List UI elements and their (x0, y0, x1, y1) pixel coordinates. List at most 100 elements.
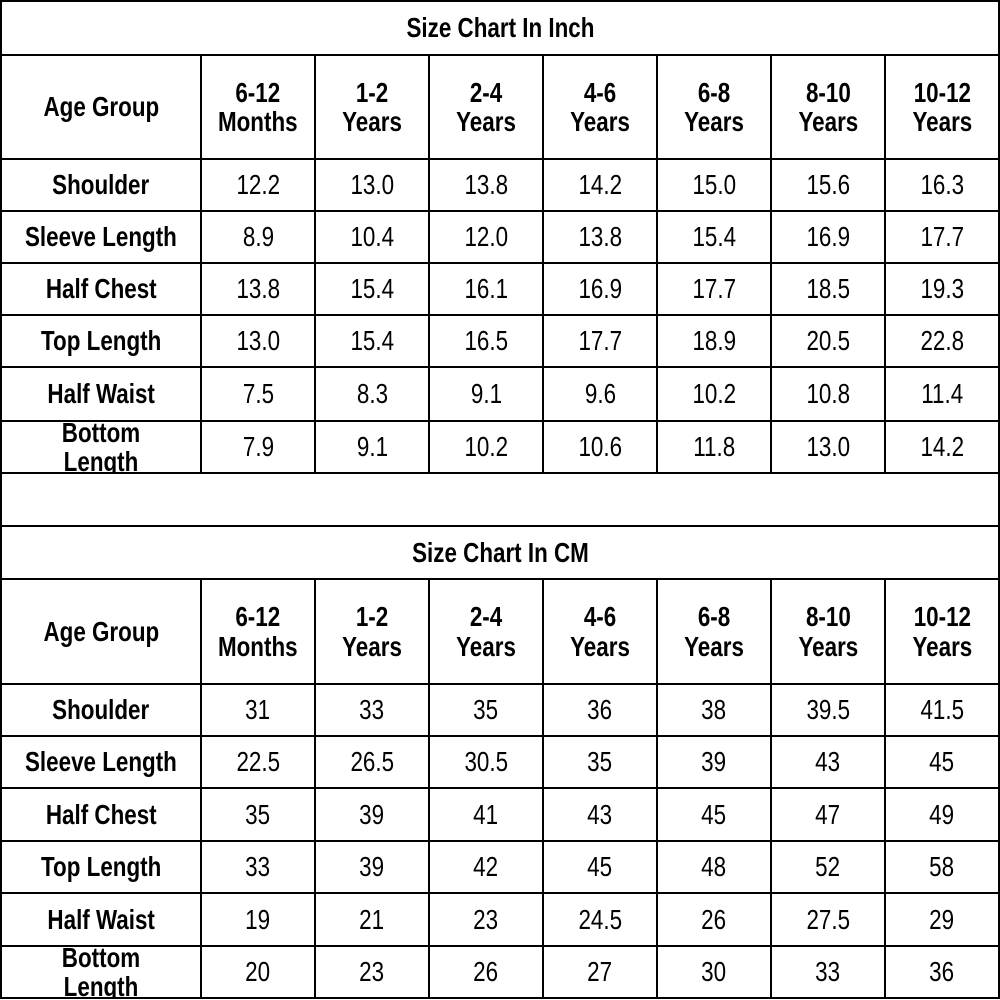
row-label: Shoulder (0, 683, 202, 737)
value-cell-text: 11.4 (921, 378, 963, 410)
value-cell-text: 26 (701, 903, 727, 935)
value-cell: 14.2 (884, 420, 1000, 474)
value-cell: 13.0 (770, 420, 886, 474)
value-cell-text: 10.4 (350, 221, 394, 253)
row-label-text: Top Length (40, 325, 162, 357)
header-cell: 6-8 Years (656, 54, 772, 160)
value-cell-text: 23 (473, 903, 499, 935)
table-title: Size Chart In CM (0, 525, 1000, 580)
header-cell-text: 6-8 Years (684, 76, 744, 137)
value-cell: 26 (428, 945, 544, 999)
value-cell-text: 16.1 (464, 273, 508, 305)
value-cell-text: 29 (929, 903, 955, 935)
header-cell-text: 6-12 Months (218, 76, 298, 137)
value-cell: 21 (314, 892, 430, 947)
value-cell-text: 15.4 (350, 273, 394, 305)
value-cell-text: 36 (929, 956, 955, 988)
value-cell-text: 10.2 (692, 378, 736, 410)
value-cell-text: 35 (245, 798, 271, 830)
value-cell: 45 (542, 840, 658, 894)
value-cell-text: 7.5 (242, 378, 274, 410)
value-cell: 38 (656, 683, 772, 737)
value-cell: 13.8 (428, 158, 544, 212)
value-cell-text: 12.2 (236, 169, 280, 201)
value-cell: 47 (770, 787, 886, 842)
value-cell-text: 41 (473, 798, 499, 830)
value-cell: 41.5 (884, 683, 1000, 737)
row-label-text: Half Chest (45, 273, 157, 305)
table-gap (0, 472, 1000, 527)
value-cell: 17.7 (884, 210, 1000, 264)
value-cell-text: 48 (701, 851, 727, 883)
row-label: Half Waist (0, 892, 202, 947)
value-cell-text: 13.0 (236, 325, 280, 357)
value-cell: 43 (770, 735, 886, 789)
value-cell: 11.8 (656, 420, 772, 474)
header-cell-text: 8-10 Years (798, 601, 858, 662)
header-cell: 2-4 Years (428, 578, 544, 685)
header-cell: 1-2 Years (314, 578, 430, 685)
value-cell: 36 (884, 945, 1000, 999)
header-cell-text: 6-8 Years (684, 601, 744, 662)
value-cell: 27.5 (770, 892, 886, 947)
value-cell-text: 35 (473, 694, 499, 726)
row-label: Sleeve Length (0, 735, 202, 789)
table-title: Size Chart In Inch (0, 0, 1000, 56)
row-label-text: Bottom Length (61, 420, 141, 474)
value-cell-text: 22.8 (920, 325, 964, 357)
value-cell-text: 7.9 (242, 431, 274, 463)
value-cell: 10.6 (542, 420, 658, 474)
value-cell: 13.8 (200, 262, 316, 316)
value-cell-text: 11.8 (693, 431, 735, 463)
value-cell-text: 36 (587, 694, 613, 726)
row-label: Bottom Length (0, 420, 202, 474)
value-cell-text: 13.8 (236, 273, 280, 305)
value-cell-text: 39.5 (806, 694, 850, 726)
value-cell: 15.4 (656, 210, 772, 264)
value-cell-text: 31 (245, 694, 271, 726)
value-cell: 41 (428, 787, 544, 842)
value-cell-text: 13.8 (464, 169, 508, 201)
value-cell: 17.7 (656, 262, 772, 316)
row-label: Half Chest (0, 787, 202, 842)
header-cell: 4-6 Years (542, 578, 658, 685)
value-cell: 30.5 (428, 735, 544, 789)
value-cell-text: 22.5 (236, 746, 280, 778)
value-cell-text: 23 (359, 956, 385, 988)
value-cell: 35 (200, 787, 316, 842)
value-cell-text: 13.0 (806, 431, 850, 463)
row-label-text: Top Length (40, 851, 162, 883)
value-cell-text: 43 (815, 746, 841, 778)
header-cell-text: 4-6 Years (570, 76, 630, 137)
value-cell-text: 39 (701, 746, 727, 778)
row-label: Half Chest (0, 262, 202, 316)
value-cell: 29 (884, 892, 1000, 947)
value-cell-text: 19 (245, 903, 271, 935)
value-cell: 13.8 (542, 210, 658, 264)
value-cell-text: 9.1 (470, 378, 502, 410)
value-cell: 30 (656, 945, 772, 999)
header-cell: 10-12 Years (884, 54, 1000, 160)
value-cell: 17.7 (542, 314, 658, 368)
value-cell: 10.8 (770, 366, 886, 422)
value-cell-text: 14.2 (578, 169, 622, 201)
value-cell-text: 39 (359, 851, 385, 883)
value-cell-text: 17.7 (578, 325, 622, 357)
value-cell: 20.5 (770, 314, 886, 368)
row-label-text: Half Waist (47, 378, 155, 410)
value-cell-text: 15.4 (350, 325, 394, 357)
header-cell-text: Age Group (43, 91, 159, 123)
value-cell: 39.5 (770, 683, 886, 737)
value-cell-text: 27.5 (806, 903, 850, 935)
value-cell: 39 (314, 840, 430, 894)
value-cell: 42 (428, 840, 544, 894)
header-cell-text: 2-4 Years (456, 76, 516, 137)
value-cell: 33 (200, 840, 316, 894)
value-cell: 36 (542, 683, 658, 737)
header-cell: 8-10 Years (770, 54, 886, 160)
header-cell: 8-10 Years (770, 578, 886, 685)
value-cell-text: 8.9 (242, 221, 274, 253)
value-cell-text: 27 (587, 956, 613, 988)
value-cell-text: 15.6 (806, 169, 850, 201)
value-cell-text: 15.4 (692, 221, 736, 253)
